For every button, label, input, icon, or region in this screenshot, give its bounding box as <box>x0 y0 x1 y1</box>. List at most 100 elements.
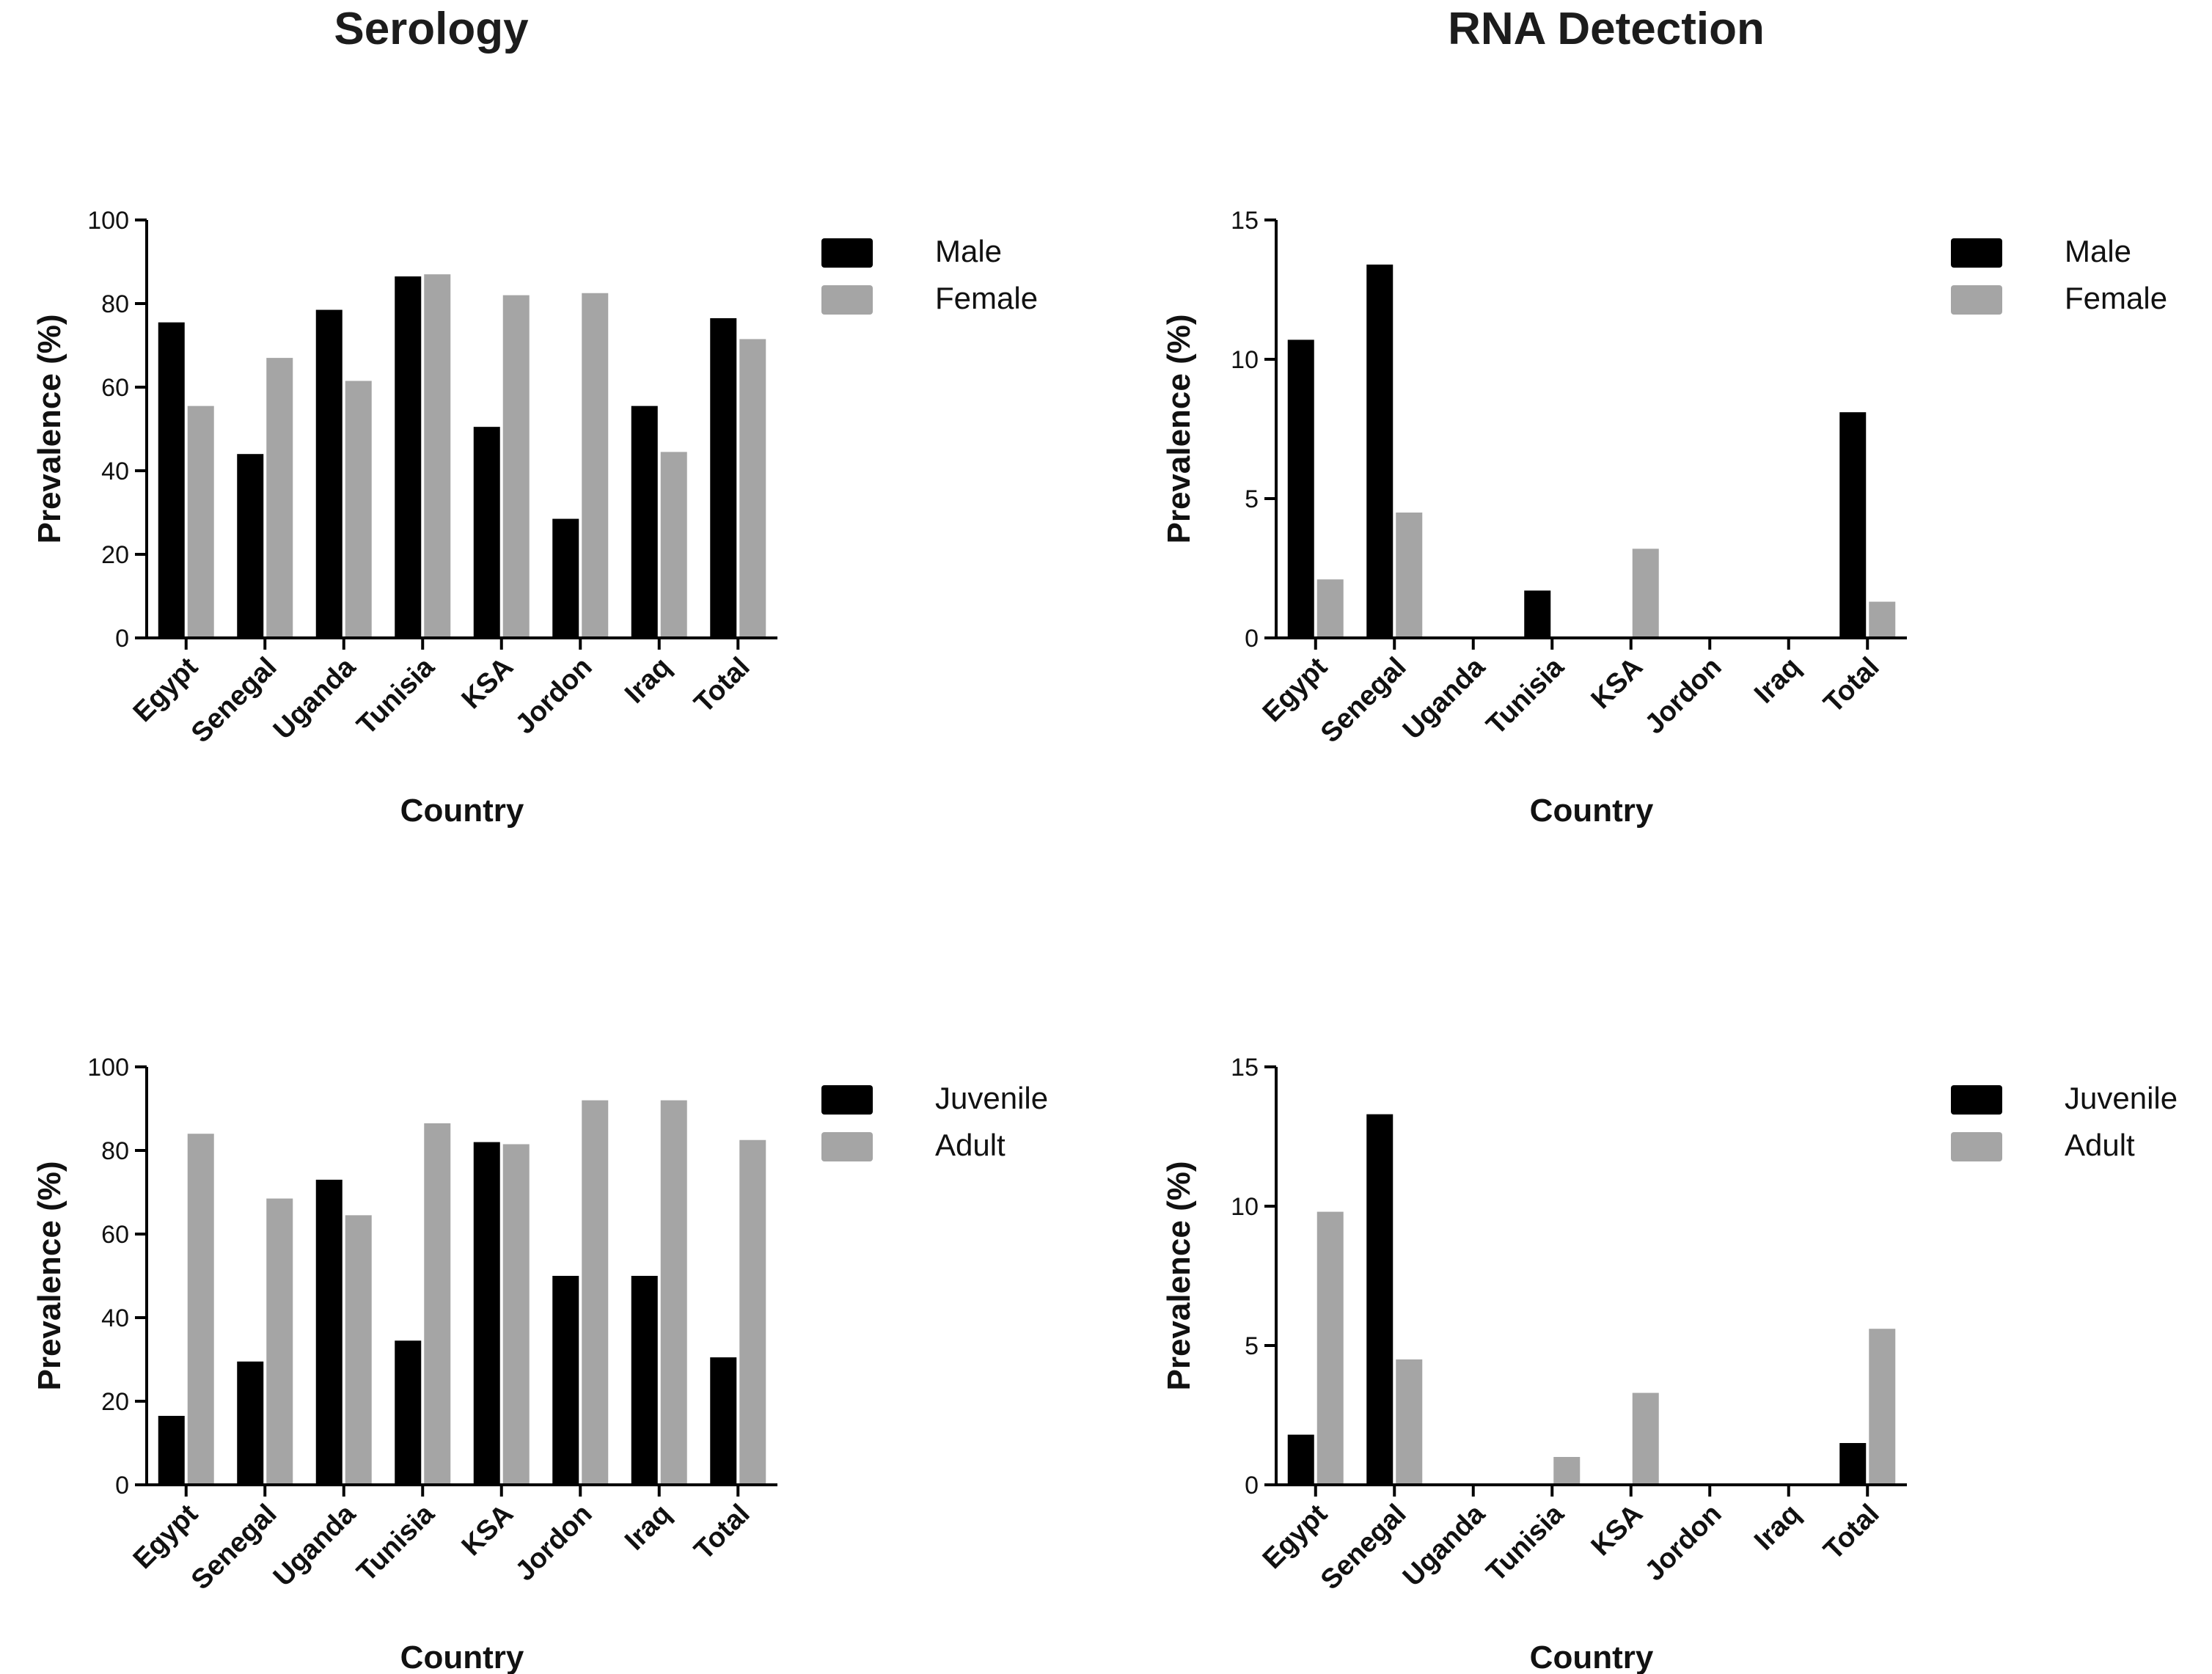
y-tick-label-0: 0 <box>115 625 129 653</box>
legend-swatch-female <box>1951 285 2002 315</box>
bar-adult-senegal <box>1396 1359 1423 1485</box>
bar-male-total <box>1839 412 1867 638</box>
bar-male-total <box>710 317 737 638</box>
category-label-total: Total <box>1818 1499 1886 1566</box>
legend-swatch-juvenile <box>821 1085 873 1115</box>
y-tick-label-100: 100 <box>87 1054 129 1082</box>
category-label-uganda: Uganda <box>1397 1498 1492 1593</box>
y-tick-label-80: 80 <box>101 290 129 318</box>
bar-male-tunisia <box>395 276 422 638</box>
legend-label-juvenile: Juvenile <box>2065 1081 2178 1115</box>
bar-adult-ksa <box>502 1144 530 1485</box>
category-label-egypt: Egypt <box>128 651 205 728</box>
bar-male-egypt <box>1287 339 1314 638</box>
bar-adult-total <box>1869 1329 1896 1485</box>
bar-female-jordon <box>582 293 609 638</box>
legend-swatch-juvenile <box>1951 1085 2002 1115</box>
category-label-iraq: Iraq <box>619 1499 677 1557</box>
bar-female-uganda <box>345 381 372 638</box>
bar-male-jordon <box>552 518 579 638</box>
y-axis-title: Prevalence (%) <box>32 314 67 543</box>
bar-juvenile-egypt <box>1287 1434 1314 1485</box>
legend-label-male: Male <box>2065 234 2131 268</box>
y-tick-label-20: 20 <box>101 541 129 569</box>
legend-swatch-female <box>821 285 873 315</box>
bar-adult-ksa <box>1632 1392 1659 1485</box>
legend-label-adult: Adult <box>2065 1128 2135 1162</box>
y-axis-title: Prevalence (%) <box>32 1161 67 1390</box>
category-label-tunisia: Tunisia <box>351 651 441 741</box>
bar-female-iraq <box>660 452 687 638</box>
bar-juvenile-uganda <box>315 1179 343 1485</box>
bar-female-egypt <box>1316 579 1344 638</box>
bar-juvenile-tunisia <box>395 1340 422 1485</box>
bar-juvenile-ksa <box>473 1142 500 1485</box>
category-label-jordon: Jordon <box>1639 652 1728 741</box>
x-axis-title: Country <box>400 793 524 829</box>
y-tick-label-20: 20 <box>101 1388 129 1416</box>
bar-adult-total <box>739 1139 766 1485</box>
bar-juvenile-egypt <box>158 1415 185 1485</box>
legend-swatch-adult <box>1951 1132 2002 1161</box>
bar-female-ksa <box>502 295 530 638</box>
bar-male-egypt <box>158 322 185 638</box>
category-label-senegal: Senegal <box>186 652 283 749</box>
bar-adult-iraq <box>660 1100 687 1485</box>
y-axis-title: Prevalence (%) <box>1161 1161 1197 1390</box>
legend-swatch-male <box>821 238 873 268</box>
category-label-tunisia: Tunisia <box>351 1498 441 1587</box>
category-label-uganda: Uganda <box>268 1498 362 1593</box>
bar-adult-egypt <box>187 1134 214 1485</box>
category-label-egypt: Egypt <box>1257 651 1334 728</box>
y-tick-label-0: 0 <box>1245 1472 1259 1499</box>
category-label-total: Total <box>689 1499 756 1566</box>
category-label-senegal: Senegal <box>186 1499 283 1596</box>
y-tick-label-40: 40 <box>101 1304 129 1332</box>
category-label-ksa: KSA <box>1586 1499 1649 1562</box>
bar-juvenile-senegal <box>1366 1114 1394 1485</box>
y-tick-label-0: 0 <box>115 1472 129 1499</box>
x-axis-title: Country <box>1530 1640 1654 1674</box>
category-label-senegal: Senegal <box>1315 652 1413 749</box>
y-tick-label-15: 15 <box>1231 1054 1259 1082</box>
y-tick-label-0: 0 <box>1245 625 1259 653</box>
bar-male-iraq <box>631 405 658 638</box>
y-tick-label-80: 80 <box>101 1137 129 1165</box>
category-label-uganda: Uganda <box>268 651 362 746</box>
rna-detection-column-title: RNA Detection <box>1448 4 1765 54</box>
y-tick-label-10: 10 <box>1231 346 1259 374</box>
category-label-egypt: Egypt <box>1257 1498 1334 1575</box>
legend-swatch-adult <box>821 1132 873 1161</box>
category-label-uganda: Uganda <box>1397 651 1492 746</box>
y-tick-label-10: 10 <box>1231 1193 1259 1221</box>
category-label-iraq: Iraq <box>1748 1499 1806 1557</box>
category-label-ksa: KSA <box>456 1499 519 1562</box>
y-tick-label-100: 100 <box>87 207 129 235</box>
bar-adult-egypt <box>1316 1211 1344 1485</box>
category-label-ksa: KSA <box>456 652 519 715</box>
legend-label-female: Female <box>935 281 1038 315</box>
legend-swatch-male <box>1951 238 2002 268</box>
legend-label-adult: Adult <box>935 1128 1006 1162</box>
x-axis-title: Country <box>400 1640 524 1674</box>
bar-female-senegal <box>1396 513 1423 638</box>
bar-female-total <box>1869 601 1896 638</box>
y-tick-label-5: 5 <box>1245 1332 1259 1360</box>
bar-male-senegal <box>1366 264 1394 638</box>
bar-adult-senegal <box>266 1198 293 1485</box>
bar-juvenile-total <box>1839 1443 1867 1485</box>
bar-adult-jordon <box>582 1100 609 1485</box>
y-axis-title: Prevalence (%) <box>1161 314 1197 543</box>
legend-label-juvenile: Juvenile <box>935 1081 1048 1115</box>
bar-adult-uganda <box>345 1215 372 1485</box>
category-label-iraq: Iraq <box>1748 652 1806 710</box>
bar-juvenile-senegal <box>237 1361 264 1485</box>
y-tick-label-15: 15 <box>1231 207 1259 235</box>
y-tick-label-60: 60 <box>101 1221 129 1249</box>
bar-male-uganda <box>315 309 343 638</box>
category-label-iraq: Iraq <box>619 652 677 710</box>
bar-female-tunisia <box>424 274 451 638</box>
